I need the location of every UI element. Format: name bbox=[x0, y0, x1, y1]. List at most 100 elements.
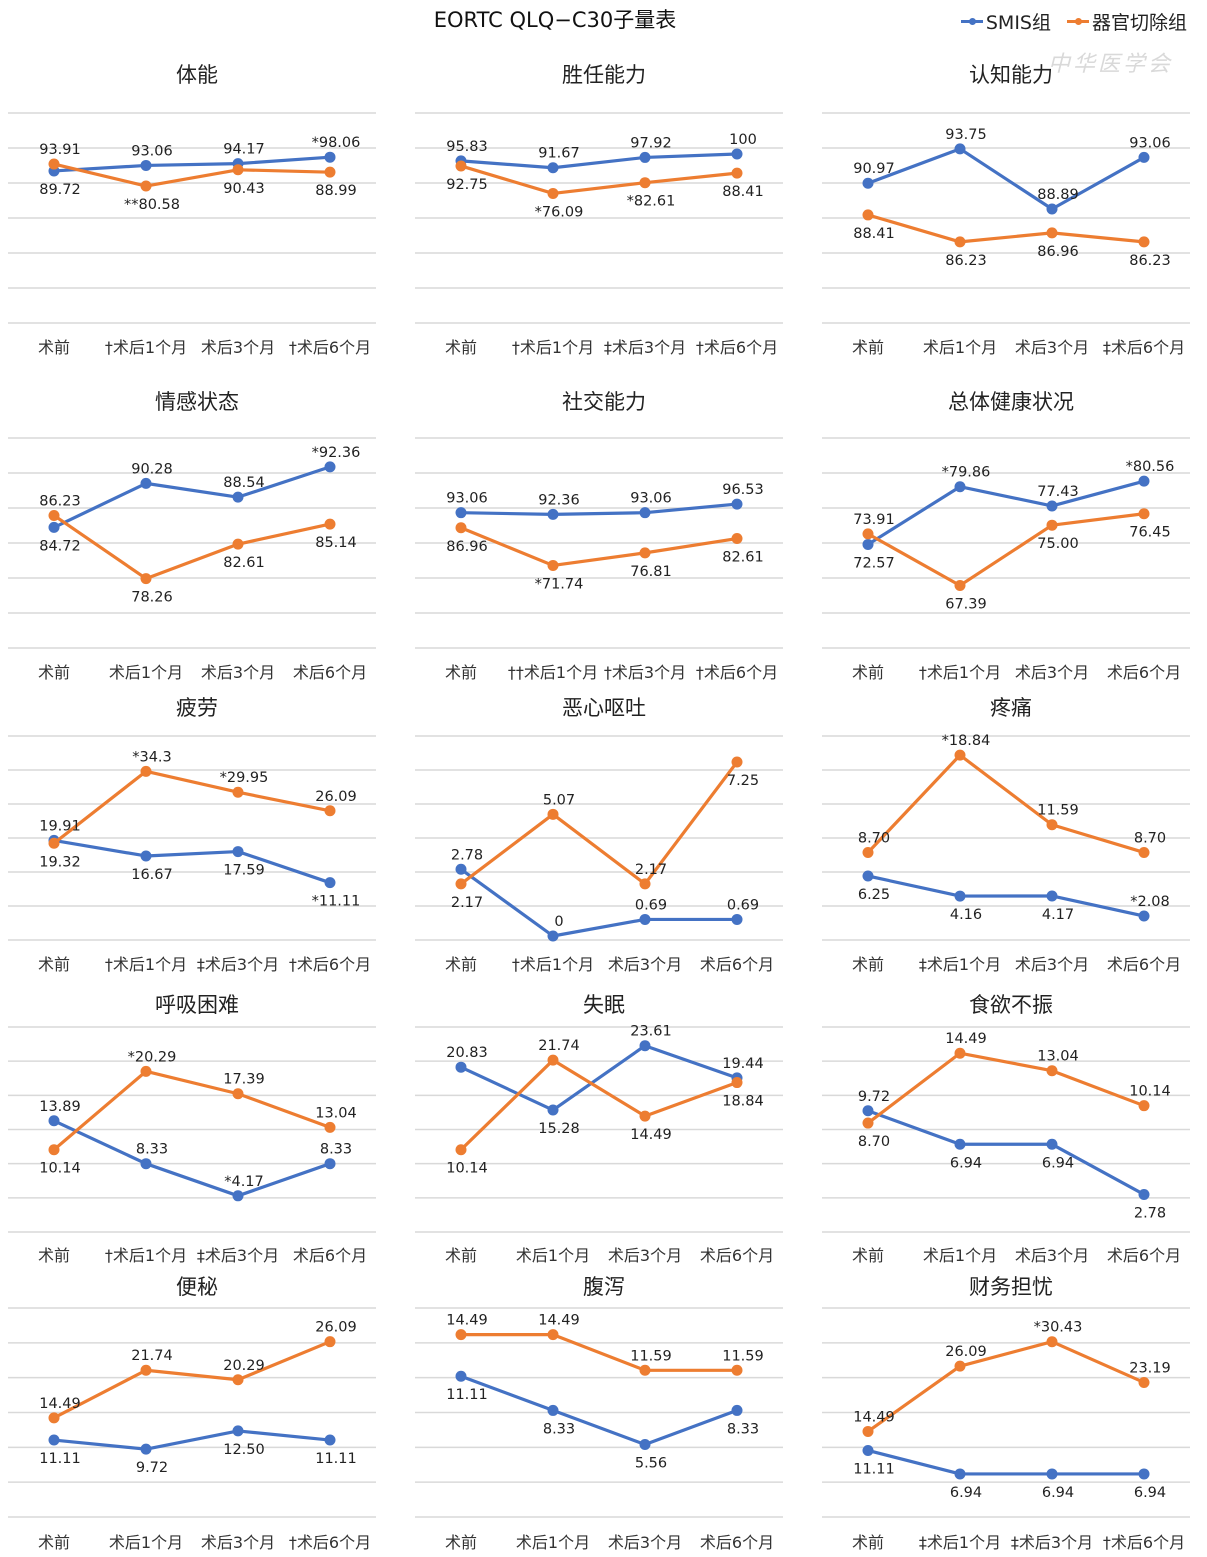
data-point bbox=[954, 481, 966, 493]
data-label: 6.94 bbox=[950, 1155, 982, 1171]
series-line bbox=[460, 526, 738, 568]
data-point bbox=[1046, 227, 1058, 239]
data-point bbox=[324, 1121, 336, 1133]
data-label: 97.92 bbox=[630, 135, 672, 151]
series-line bbox=[866, 753, 1145, 855]
series-line bbox=[460, 152, 738, 170]
chart-title: 认知能力 bbox=[969, 63, 1053, 87]
data-label: 8.70 bbox=[1134, 830, 1166, 846]
data-point bbox=[731, 756, 743, 768]
data-point bbox=[862, 538, 874, 550]
series-line bbox=[53, 1340, 331, 1420]
data-label: *80.56 bbox=[1126, 459, 1175, 475]
legend: SMIS组 器官切除组 bbox=[960, 8, 1187, 35]
data-point bbox=[455, 1370, 467, 1382]
data-point bbox=[48, 837, 60, 849]
x-tick-label: 术后3个月 bbox=[608, 955, 682, 974]
data-label: 86.23 bbox=[945, 253, 987, 269]
data-label: 26.09 bbox=[315, 1320, 357, 1336]
x-tick-label: 术前 bbox=[38, 955, 70, 974]
watermark: 中华医学会 bbox=[1047, 52, 1173, 77]
data-point bbox=[232, 538, 244, 550]
data-point bbox=[547, 559, 559, 571]
data-point bbox=[48, 1144, 60, 1156]
data-point bbox=[140, 850, 152, 862]
data-label: 96.53 bbox=[722, 482, 764, 498]
data-point bbox=[954, 579, 966, 591]
data-label: 86.23 bbox=[1129, 253, 1171, 269]
data-label: 90.97 bbox=[853, 161, 895, 177]
data-label: 5.56 bbox=[635, 1456, 667, 1472]
x-tick-label: 术后1个月 bbox=[923, 1246, 997, 1265]
data-point bbox=[547, 1329, 559, 1341]
chart-title: 胜任能力 bbox=[562, 63, 646, 87]
data-point bbox=[1046, 1138, 1058, 1150]
data-label: 11.59 bbox=[630, 1348, 672, 1364]
x-tick-label: †术后6个月 bbox=[289, 955, 371, 974]
data-label: 12.50 bbox=[223, 1442, 265, 1458]
data-point bbox=[1046, 1065, 1058, 1077]
data-point bbox=[547, 187, 559, 199]
data-label: 93.75 bbox=[945, 127, 987, 143]
data-label: **80.58 bbox=[124, 197, 180, 213]
chart-title: 便秘 bbox=[176, 1275, 218, 1299]
series-line bbox=[53, 162, 331, 188]
data-label: 0.69 bbox=[727, 897, 759, 913]
x-tick-label: ‡术后6个月 bbox=[1103, 338, 1185, 357]
x-tick-label: 术后1个月 bbox=[516, 1246, 590, 1265]
data-point bbox=[547, 930, 559, 942]
data-label: 4.17 bbox=[1042, 907, 1074, 923]
data-label: 20.29 bbox=[223, 1358, 265, 1374]
chart-title: 财务担忧 bbox=[969, 1275, 1053, 1299]
data-point bbox=[862, 846, 874, 858]
series-line bbox=[867, 213, 1145, 244]
data-label: 10.14 bbox=[446, 1161, 488, 1177]
x-tick-label: †术后1个月 bbox=[105, 955, 187, 974]
data-label: 23.19 bbox=[1129, 1360, 1171, 1376]
series-line bbox=[52, 1069, 331, 1151]
data-label: 67.39 bbox=[945, 596, 987, 612]
data-label: 14.49 bbox=[630, 1127, 672, 1143]
data-label: 73.91 bbox=[853, 512, 895, 528]
x-tick-label: 术后3个月 bbox=[1015, 1246, 1089, 1265]
data-label: 92.36 bbox=[538, 492, 580, 508]
x-tick-label: 术后3个月 bbox=[201, 663, 275, 682]
data-point bbox=[1138, 1468, 1150, 1480]
x-tick-label: 术后3个月 bbox=[608, 1246, 682, 1265]
data-label: 8.70 bbox=[858, 1134, 890, 1150]
x-tick-label: 术后1个月 bbox=[109, 663, 183, 682]
data-label: 10.14 bbox=[1129, 1084, 1171, 1100]
series-line bbox=[867, 1109, 1145, 1196]
data-label: 9.72 bbox=[136, 1460, 168, 1476]
data-point bbox=[547, 508, 559, 520]
data-point bbox=[455, 522, 467, 534]
data-point bbox=[455, 878, 467, 890]
data-label: 8.33 bbox=[136, 1142, 168, 1158]
data-label: 6.94 bbox=[1134, 1485, 1166, 1501]
data-label: 78.26 bbox=[131, 590, 173, 606]
data-label: 14.49 bbox=[446, 1313, 488, 1329]
series-line bbox=[460, 502, 738, 517]
x-tick-label: 术前 bbox=[38, 1533, 70, 1552]
data-label: 18.84 bbox=[722, 1094, 764, 1110]
data-point bbox=[324, 1158, 336, 1170]
x-tick-label: †术后3个月 bbox=[604, 663, 686, 682]
x-tick-label: 术前 bbox=[445, 663, 477, 682]
legend-label-smis: SMIS组 bbox=[985, 12, 1051, 34]
x-tick-label: ‡术后1个月 bbox=[919, 1533, 1001, 1552]
data-point bbox=[140, 1364, 152, 1376]
data-point bbox=[547, 1104, 559, 1116]
data-label: *2.08 bbox=[1130, 894, 1170, 910]
data-label: 19.91 bbox=[39, 818, 81, 834]
series-line bbox=[53, 155, 331, 173]
data-point bbox=[731, 1404, 743, 1416]
data-point bbox=[954, 1047, 966, 1059]
data-point bbox=[1138, 846, 1150, 858]
data-point bbox=[547, 1054, 559, 1066]
x-tick-label: 术后6个月 bbox=[1107, 955, 1181, 974]
data-label: 14.49 bbox=[538, 1313, 580, 1329]
data-label: *71.74 bbox=[535, 576, 584, 592]
